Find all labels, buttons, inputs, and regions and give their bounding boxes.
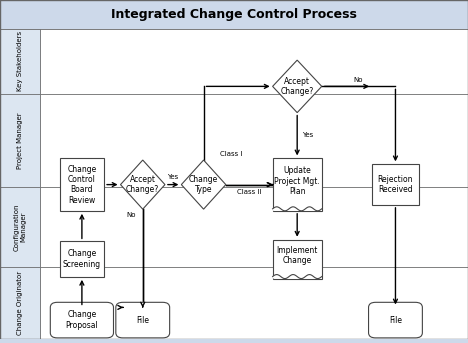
FancyBboxPatch shape [51,302,114,338]
Text: Key Stakeholders: Key Stakeholders [17,31,23,91]
Text: Yes: Yes [302,132,313,139]
FancyBboxPatch shape [0,0,468,29]
Text: Update
Project Mgt.
Plan: Update Project Mgt. Plan [274,166,320,196]
Text: Change Originator: Change Originator [17,271,23,335]
Text: Implement
Change: Implement Change [277,246,318,265]
FancyBboxPatch shape [372,164,419,205]
Text: Yes: Yes [168,174,179,180]
Text: Change
Screening: Change Screening [63,249,101,269]
FancyBboxPatch shape [0,29,40,94]
Polygon shape [121,160,165,209]
Text: File: File [389,316,402,324]
FancyBboxPatch shape [40,187,468,268]
FancyBboxPatch shape [60,241,104,277]
FancyBboxPatch shape [40,94,468,187]
FancyBboxPatch shape [0,187,40,268]
Text: No: No [354,77,363,83]
Polygon shape [273,60,322,113]
Text: Integrated Change Control Process: Integrated Change Control Process [111,8,357,21]
FancyBboxPatch shape [0,268,40,339]
Polygon shape [182,160,226,209]
FancyBboxPatch shape [273,240,322,279]
FancyBboxPatch shape [369,302,423,338]
Text: No: No [126,212,136,218]
FancyBboxPatch shape [116,302,170,338]
Text: Change
Proposal: Change Proposal [66,310,98,330]
FancyBboxPatch shape [40,268,468,339]
Text: Rejection
Received: Rejection Received [378,175,413,194]
FancyBboxPatch shape [0,94,40,187]
FancyBboxPatch shape [60,158,104,211]
Text: Project Manager: Project Manager [17,112,23,169]
Text: Accept
Change?: Accept Change? [280,77,314,96]
FancyBboxPatch shape [40,29,468,94]
Text: Configuration
Manager: Configuration Manager [14,203,26,251]
FancyBboxPatch shape [273,158,322,211]
Text: Class II: Class II [237,189,262,195]
Text: Change
Control
Board
Review: Change Control Board Review [67,165,96,205]
Text: Accept
Change?: Accept Change? [126,175,160,194]
Text: File: File [136,316,149,324]
Text: Change
Type: Change Type [189,175,218,194]
Text: Class I: Class I [220,151,243,157]
